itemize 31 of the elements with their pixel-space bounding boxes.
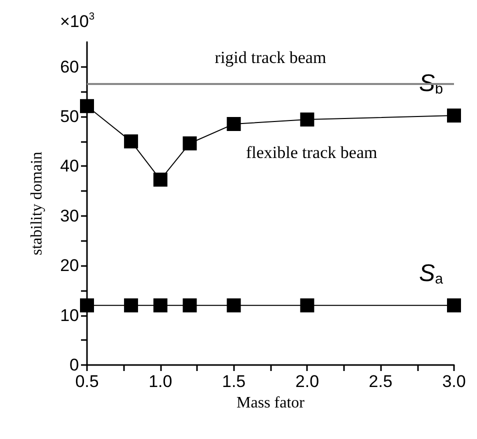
- x-tick-label: 1.0: [148, 372, 172, 391]
- y-tick-label: 60: [60, 57, 79, 76]
- x-tick-label: 3.0: [442, 372, 466, 391]
- x-tick-label: 2.5: [368, 372, 392, 391]
- point: [300, 112, 314, 127]
- point: [182, 136, 197, 150]
- point: [124, 134, 138, 148]
- x-tick-label: 2.0: [295, 372, 320, 391]
- x-tick-label: 1.5: [222, 372, 246, 391]
- point: [300, 298, 314, 312]
- point: [182, 298, 197, 312]
- y-tick-label: 10: [60, 306, 79, 325]
- point: [226, 298, 241, 312]
- point: [80, 99, 94, 114]
- annotation: flexible track beam: [246, 143, 378, 162]
- y-tick-label: 20: [60, 256, 79, 276]
- point: [226, 116, 241, 131]
- point: [153, 172, 168, 187]
- y-tick-label: 50: [60, 107, 79, 126]
- point: [80, 298, 94, 312]
- y-tick-label: 0: [70, 356, 79, 374]
- y-tick-label: 30: [60, 206, 79, 226]
- point: [447, 298, 461, 312]
- x-tick-label: 0.5: [75, 372, 99, 391]
- x-axis-title: Mass fator: [236, 394, 306, 412]
- point: [447, 108, 461, 123]
- y-axis-title: stability domain: [28, 152, 46, 256]
- y-tick-label: 40: [60, 156, 79, 176]
- point: [153, 298, 168, 312]
- ref-line-label: rigid track beam: [214, 48, 326, 68]
- point: [124, 298, 138, 312]
